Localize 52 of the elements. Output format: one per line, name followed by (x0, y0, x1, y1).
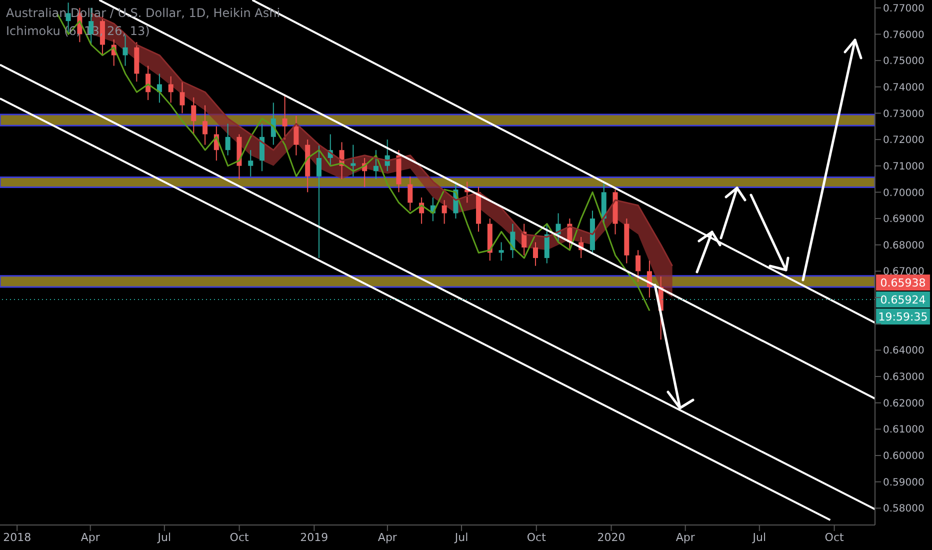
y-tick-label: 0.68000 (883, 240, 924, 252)
x-tick-label: Oct (230, 530, 250, 544)
candlestick (282, 94, 288, 140)
candlestick (498, 242, 504, 262)
candlestick (533, 242, 538, 266)
y-tick-label: 0.75000 (883, 56, 924, 68)
candlestick (146, 65, 151, 101)
y-tick-label: 0.58000 (883, 504, 924, 515)
x-tick-label: 2020 (597, 530, 626, 544)
candlestick (191, 96, 196, 135)
candlestick (636, 250, 641, 282)
y-tick-label: 0.69000 (883, 214, 924, 226)
y-tick-label: 0.61000 (883, 424, 924, 436)
x-tick-label: Oct (526, 530, 547, 544)
candlestick (225, 123, 230, 156)
x-tick-label: Apr (378, 530, 398, 544)
candlestick (202, 104, 208, 146)
candlestick (408, 176, 413, 212)
candlestick (180, 81, 185, 114)
x-tick-label: Oct (824, 530, 844, 544)
candlestick (350, 144, 356, 177)
y-tick-label: 0.71000 (883, 161, 924, 172)
x-tick-label: Jul (454, 530, 468, 544)
candlestick (544, 223, 550, 264)
x-tick-label: 2019 (300, 530, 328, 544)
x-tick-label: Jul (752, 530, 766, 544)
candlestick (248, 150, 254, 177)
y-tick-label: 0.60000 (883, 451, 924, 462)
candlestick (316, 144, 322, 259)
y-tick-label: 0.59000 (883, 477, 924, 488)
y-tick-label: 0.63000 (883, 372, 924, 384)
y-tick-label: 0.64000 (883, 346, 924, 357)
ref-line-label: 0.65924 (880, 294, 926, 307)
candlestick (522, 223, 527, 256)
y-tick-label: 0.76000 (883, 30, 924, 41)
candlestick (260, 123, 265, 172)
y-tick-label: 0.74000 (883, 82, 924, 94)
candlestick (168, 76, 174, 104)
candlestick (442, 200, 447, 224)
candlestick (294, 115, 299, 156)
y-tick-label: 0.70000 (883, 188, 924, 199)
y-tick-label: 0.72000 (883, 135, 924, 146)
y-tick-label: 0.77000 (883, 3, 924, 14)
candlestick (373, 150, 378, 180)
y-tick-label: 0.73000 (883, 108, 924, 120)
x-tick-label: Apr (80, 530, 100, 544)
text: 0.65938 (880, 276, 926, 290)
y-tick-label: 0.62000 (883, 398, 924, 410)
x-tick-label: Apr (676, 530, 696, 544)
x-tick-label: 2018 (3, 530, 32, 544)
text: 19:59:35 (878, 310, 928, 324)
x-tick-label: Jul (156, 530, 172, 544)
